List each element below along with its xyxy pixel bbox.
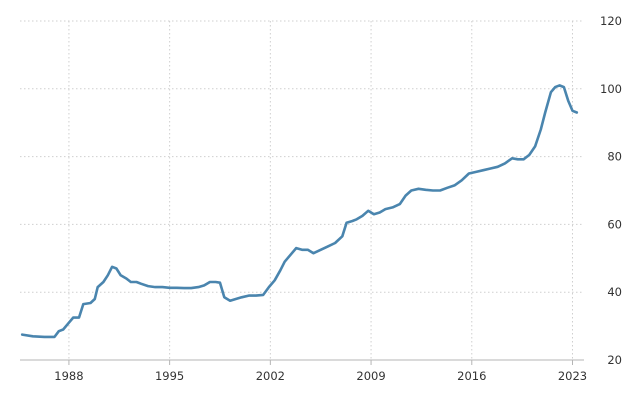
x-tick-label-2009: 2009: [356, 369, 385, 383]
x-axis-ticks: 1988 1995 2002 2009 2016 2023: [54, 360, 587, 383]
y-tick-label-80: 80: [607, 150, 622, 164]
grid: [20, 20, 584, 360]
y-tick-label-20: 20: [607, 353, 622, 367]
x-tick-label-2002: 2002: [256, 369, 285, 383]
y-tick-label-120: 120: [600, 14, 622, 28]
series-line-0: [20, 84, 579, 339]
x-tick-label-2016: 2016: [457, 369, 486, 383]
x-tick-label-2023: 2023: [558, 369, 587, 383]
x-tick-label-1995: 1995: [155, 369, 184, 383]
series-layer: [20, 84, 579, 339]
y-tick-label-100: 100: [600, 82, 622, 96]
y-tick-label-60: 60: [607, 217, 622, 231]
x-tick-label-1988: 1988: [54, 369, 83, 383]
y-axis-ticks: 20 40 60 80 100 120: [600, 14, 622, 367]
y-tick-label-40: 40: [607, 285, 622, 299]
